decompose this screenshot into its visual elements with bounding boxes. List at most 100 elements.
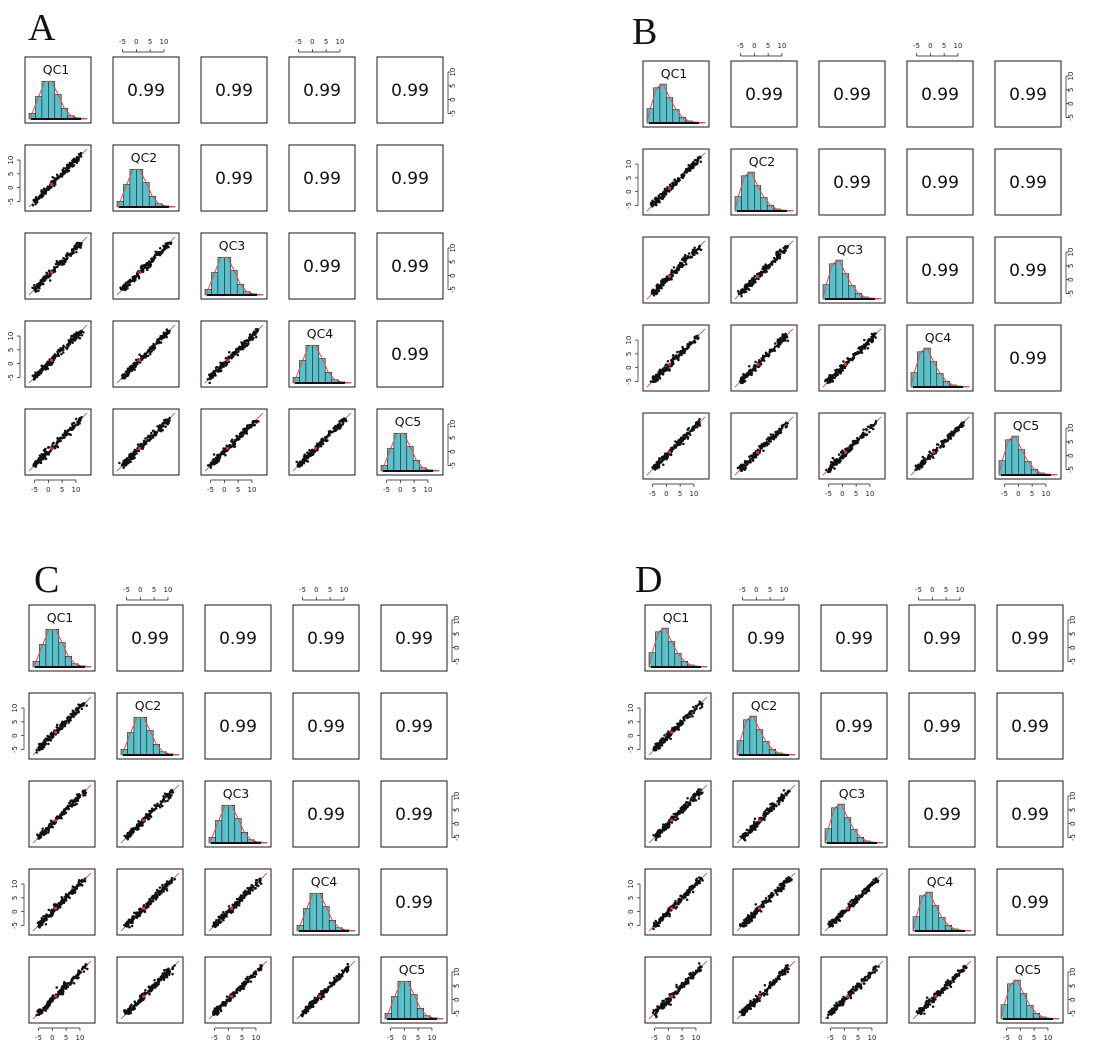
scatter-point	[62, 351, 65, 354]
scatter-point	[78, 334, 81, 337]
scatter-point	[68, 340, 72, 343]
scatter-point	[149, 437, 153, 441]
scatter-point	[301, 458, 305, 461]
cell-3-0	[642, 324, 710, 392]
cell-1-1: QC2	[116, 692, 184, 760]
scatter-point	[83, 793, 87, 797]
histogram-bar	[236, 284, 244, 296]
scatter-point	[779, 250, 782, 253]
scatter-point	[937, 443, 940, 447]
mean-marker	[142, 906, 146, 910]
scatter-point	[219, 453, 223, 456]
cell-0-3: 0.99	[288, 56, 356, 124]
scatter-point	[786, 339, 790, 342]
scatter-point	[59, 175, 63, 178]
histogram-bar	[127, 732, 135, 756]
scatter-point	[128, 283, 132, 287]
tick-label: 10	[247, 486, 256, 494]
mean-marker	[226, 446, 230, 450]
scatter-point	[832, 463, 835, 467]
scatter-point	[169, 242, 173, 246]
cell-0-0: QC1	[28, 604, 96, 672]
scatter-point	[143, 910, 147, 914]
scatter-point	[666, 455, 669, 459]
scatter-point	[220, 365, 224, 368]
scatter-point	[42, 187, 46, 191]
scatter-point	[698, 247, 701, 251]
scatter-point	[918, 467, 921, 471]
scatter-point	[76, 336, 80, 339]
scatter-point	[950, 430, 953, 433]
scatter-point	[133, 452, 137, 455]
tick-label: -5	[1067, 114, 1075, 121]
scatter-point	[663, 367, 666, 371]
scatter-point	[78, 337, 82, 340]
scatter-point	[68, 801, 72, 804]
x-axis-ticks: -5 0 5 10	[295, 38, 344, 53]
cell-2-2: QC3	[818, 236, 886, 304]
scatter-point	[246, 339, 249, 342]
scatter-point	[932, 456, 935, 460]
scatter-point	[233, 440, 236, 444]
variable-label: QC4	[307, 326, 334, 341]
correlation-value: 0.99	[1009, 173, 1047, 193]
scatter-point	[662, 463, 665, 466]
scatter-point	[119, 286, 122, 289]
scatter-point	[133, 275, 137, 279]
tick-label: 0	[625, 365, 633, 369]
scatter-point	[146, 904, 149, 907]
scatter-point	[854, 441, 858, 444]
scatter-point	[691, 427, 695, 431]
scatter-point	[82, 331, 85, 334]
scatter-point	[235, 434, 238, 438]
tick-label: 5	[7, 172, 15, 176]
scatter-point	[152, 256, 156, 259]
tick-label: -5	[7, 198, 15, 205]
scatter-point	[145, 268, 149, 272]
scatter-point	[41, 191, 45, 194]
scatter-point	[685, 169, 688, 172]
scatter-point	[835, 373, 839, 376]
scatter-point	[825, 468, 828, 472]
scatter-point	[49, 363, 53, 367]
tick-label: 10	[1041, 490, 1050, 498]
scatter-point	[68, 891, 71, 895]
scatter-point	[674, 183, 678, 187]
scatter-point	[830, 374, 833, 377]
scatter-point	[58, 262, 61, 265]
scatter-point	[300, 464, 303, 467]
cell-4-1	[112, 408, 180, 476]
cell-4-4: QC5	[994, 412, 1062, 480]
tick-label: 5	[148, 38, 152, 46]
scatter-point	[664, 278, 668, 282]
histogram-bar	[230, 270, 238, 296]
cell-2-0	[24, 232, 92, 300]
correlation-value: 0.99	[219, 717, 257, 737]
scatter-point	[232, 350, 236, 354]
cell-4-3	[288, 408, 356, 476]
scatter-point	[126, 371, 129, 375]
scatter-point	[785, 246, 789, 249]
scatter-point	[697, 420, 700, 423]
scatter-point	[760, 273, 764, 277]
scatter-point	[77, 159, 80, 162]
scatter-point	[222, 452, 226, 456]
scatter-point	[234, 901, 237, 904]
tick-label: 10	[71, 486, 80, 494]
scatter-point	[150, 899, 153, 903]
x-axis-ticks: -5 0 5 10	[1001, 483, 1050, 498]
scatter-point	[738, 466, 741, 469]
cell-frame	[376, 232, 444, 300]
correlation-value: 0.99	[303, 257, 341, 277]
scatter-point	[320, 440, 324, 443]
tick-label: -5	[825, 490, 832, 498]
tick-label: 10	[7, 156, 15, 165]
mean-marker	[668, 362, 672, 366]
scatter-point	[741, 377, 744, 380]
scatter-point	[852, 356, 855, 359]
scatter-point	[169, 879, 173, 883]
scatter-point	[254, 335, 258, 339]
scatter-point	[208, 381, 211, 385]
